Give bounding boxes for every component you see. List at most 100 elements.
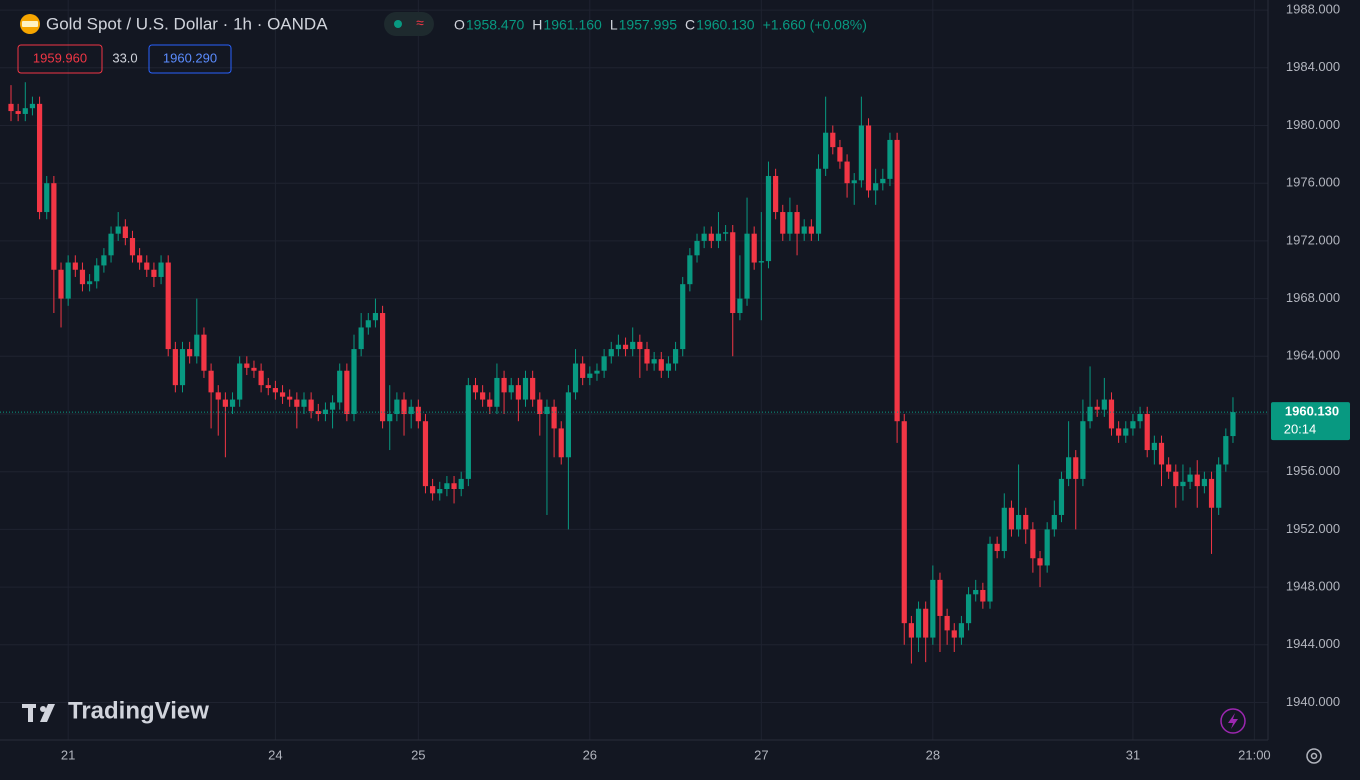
candle-body [144,262,150,270]
candle-body [437,489,443,494]
last-price-label: 1960.130 [1285,404,1339,419]
candle-body [851,180,857,184]
candle-body [44,183,50,213]
candle-body [265,385,271,389]
candle-body [973,589,979,595]
candle-body [965,594,972,624]
candle-body [79,269,86,285]
candle-body [551,406,557,429]
candle-body [379,313,386,422]
candle-body [1044,529,1050,566]
y-tick-label: 1968.000 [1286,290,1340,305]
alert-button[interactable] [1220,708,1246,734]
candle-body [165,262,171,350]
ohlc-legend: O 1958.470 H 1961.160 L 1957.995 C 1960.130 +1.6… [454,17,867,33]
candle-body [1223,436,1229,465]
status-pill[interactable] [384,12,434,36]
ohlc-value: 1958.470 [466,17,525,33]
ohlc-value: 1957.995 [619,17,678,33]
candle-body [944,615,950,631]
candle-body [351,349,357,414]
chart-title: Gold Spot / U.S. Dollar · 1h · OANDA [46,14,328,33]
watermark: TradingView [68,697,209,724]
ohlc-label: H [532,17,542,33]
candle-body [765,175,772,262]
candle-body [544,406,550,414]
ohlc-value: 1961.160 [543,17,602,33]
candle-body [208,370,214,393]
candle-body [558,428,564,458]
candle-body [215,392,221,400]
candle-body [701,233,707,241]
candle-body [194,334,200,357]
candle-body [1037,558,1043,566]
bid-price: 1959.960 [33,50,87,65]
candle-body [129,238,136,256]
candle-body [887,139,893,179]
candle-body [994,543,1000,552]
ohlc-label: C [685,17,695,33]
candle-body [894,139,900,422]
candle-body [858,125,864,181]
candle-body [329,402,336,410]
candle-body [630,341,636,350]
candle-body [958,623,965,638]
candle-body [322,409,329,414]
candle-body [29,103,36,109]
x-tick-label: 27 [754,747,768,762]
candle-body [244,363,250,368]
candle-body [823,132,829,169]
candle-body [530,377,536,400]
market-status [394,20,402,28]
candle-body [422,421,429,487]
ask-box[interactable] [148,44,232,74]
candle-body [15,111,21,114]
candle-body [1201,478,1207,487]
candle-body [401,399,407,414]
candle-body [365,320,371,328]
candle-body [680,284,686,350]
candle-body [179,349,186,386]
bid-box[interactable] [17,44,103,74]
candle-body [937,579,943,616]
candle-body [587,373,593,378]
candle-body [1144,413,1150,451]
candle-body [344,370,350,414]
candle-body [1073,457,1079,479]
candle-body [808,226,814,234]
x-tick-label: 21 [61,747,75,762]
candle-body [637,341,643,350]
candle-body [572,363,579,393]
candle-body [687,255,693,285]
y-tick-label: 1972.000 [1286,232,1340,247]
candle-body [22,108,28,114]
candle-body [1137,413,1143,422]
candle-body [394,399,400,414]
candle-body [229,399,236,407]
settings-button[interactable] [1306,748,1322,764]
candle-body [644,349,650,364]
x-tick-label: 21:00 [1238,747,1271,762]
candle-body [1216,464,1222,508]
candle-body [837,147,843,162]
candle-body [294,399,300,407]
candle-body [1180,481,1186,487]
candle-body [115,226,121,234]
candle-body [51,183,57,270]
candle-body [1066,457,1072,479]
candle-body [930,579,936,638]
candle-body [94,265,100,282]
candle-body [615,344,622,350]
candle-body [444,483,450,490]
candle-body [465,385,471,479]
candle-body [723,232,729,234]
candle-body [758,261,764,263]
candle-body [844,161,850,184]
candle-body [665,363,672,371]
candle-body [1116,428,1122,436]
y-tick-label: 1952.000 [1286,521,1340,536]
candle-body [1173,471,1179,487]
candle-body [487,399,493,407]
candle-body [272,388,279,393]
